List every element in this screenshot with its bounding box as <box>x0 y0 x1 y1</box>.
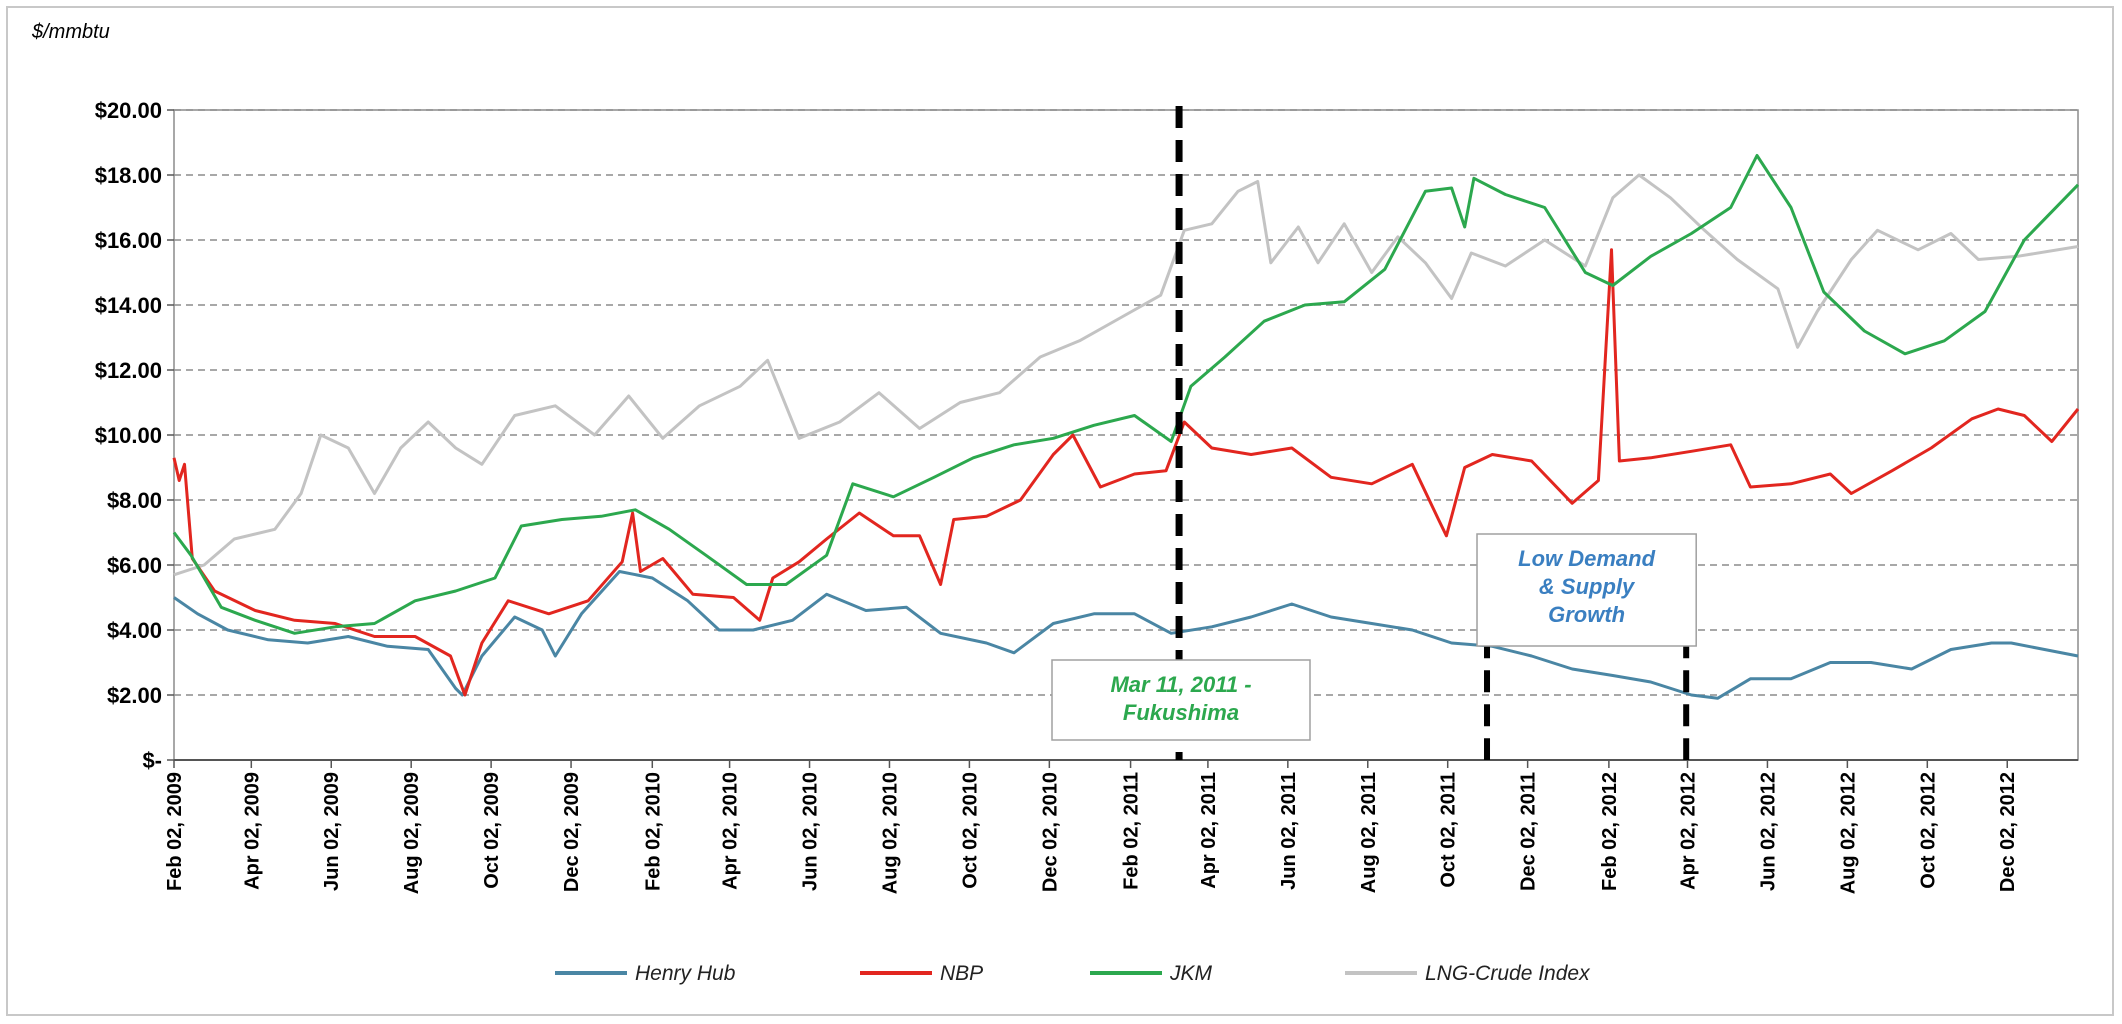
x-tick-label: Aug 02, 2012 <box>1837 772 1859 894</box>
y-tick-label: $4.00 <box>107 618 162 643</box>
y-axis-ticks: $- $2.00 $4.00 $6.00 $8.00 $10.00 $12.00 $14.00… <box>95 98 174 773</box>
series-line-henry-hub <box>173 570 2079 700</box>
x-tick-label: Feb 02, 2012 <box>1599 772 1621 891</box>
x-tick-label: Jun 02, 2011 <box>1278 772 1300 890</box>
y-tick-label: $16.00 <box>95 228 162 253</box>
y-tick-label: $12.00 <box>95 358 162 383</box>
y-tick-label: $14.00 <box>95 293 162 318</box>
low-demand-callout-text: Low Demand <box>1518 546 1655 571</box>
legend: Henry Hub NBP JKM LNG-Crude Index <box>555 962 1591 985</box>
fukushima-callout-box <box>1051 659 1311 741</box>
x-tick-label: Feb 02, 2010 <box>642 772 664 891</box>
fukushima-callout-text: Fukushima <box>1123 700 1239 725</box>
x-tick-label: Oct 02, 2009 <box>481 772 503 889</box>
event-annotations: Mar 11, 2011 - Fukushima Low Demand & Suppl… <box>1051 106 1697 760</box>
low-demand-callout-text: & Supply <box>1539 574 1636 599</box>
low-demand-callout-text: Growth <box>1548 602 1625 627</box>
x-tick-label: Dec 02, 2011 <box>1518 772 1540 891</box>
series-lines <box>172 154 2080 700</box>
fukushima-callout-text: Mar 11, 2011 - <box>1110 672 1251 697</box>
legend-label-lng-crude-index: LNG-Crude Index <box>1425 962 1591 985</box>
x-axis-ticks: Feb 02, 2009 Apr 02, 2009 Jun 02, 2009 Aug … <box>164 760 2019 894</box>
x-tick-label: Aug 02, 2009 <box>401 772 423 894</box>
y-tick-label: $18.00 <box>95 163 162 188</box>
x-tick-label: Oct 02, 2011 <box>1438 772 1460 888</box>
x-tick-label: Oct 02, 2012 <box>1917 772 1939 889</box>
y-tick-label: $10.00 <box>95 423 162 448</box>
series-line-nbp <box>172 248 2080 697</box>
x-tick-label: Apr 02, 2009 <box>241 772 263 890</box>
legend-label-nbp: NBP <box>940 962 983 985</box>
series-line-jkm <box>172 154 2080 635</box>
x-tick-label: Aug 02, 2010 <box>879 772 901 894</box>
x-tick-label: Aug 02, 2011 <box>1358 772 1380 893</box>
y-axis-unit-label: $/mmbtu <box>31 21 110 43</box>
x-tick-label: Dec 02, 2009 <box>561 772 583 892</box>
x-tick-label: Feb 02, 2009 <box>164 772 186 891</box>
x-tick-label: Feb 02, 2011 <box>1121 772 1143 890</box>
x-tick-label: Jun 02, 2010 <box>800 772 822 891</box>
series-line-lng-crude-index <box>173 173 2079 577</box>
x-tick-label: Jun 02, 2009 <box>321 772 343 891</box>
legend-label-henry-hub: Henry Hub <box>635 962 736 985</box>
y-tick-label: $6.00 <box>107 553 162 578</box>
low-demand-callout-box <box>1476 533 1697 647</box>
y-tick-label: $20.00 <box>95 98 162 123</box>
y-tick-label: $2.00 <box>107 683 162 708</box>
legend-label-jkm: JKM <box>1169 962 1213 985</box>
x-tick-label: Apr 02, 2011 <box>1198 772 1220 889</box>
x-tick-label: Apr 02, 2010 <box>720 772 742 890</box>
y-tick-label: $8.00 <box>107 488 162 513</box>
x-tick-label: Dec 02, 2012 <box>1997 772 2019 892</box>
x-tick-label: Dec 02, 2010 <box>1039 772 1061 892</box>
x-tick-label: Apr 02, 2012 <box>1678 772 1700 890</box>
x-tick-label: Oct 02, 2010 <box>959 772 981 889</box>
x-tick-label: Jun 02, 2012 <box>1757 772 1779 891</box>
y-tick-label: $- <box>142 748 162 773</box>
